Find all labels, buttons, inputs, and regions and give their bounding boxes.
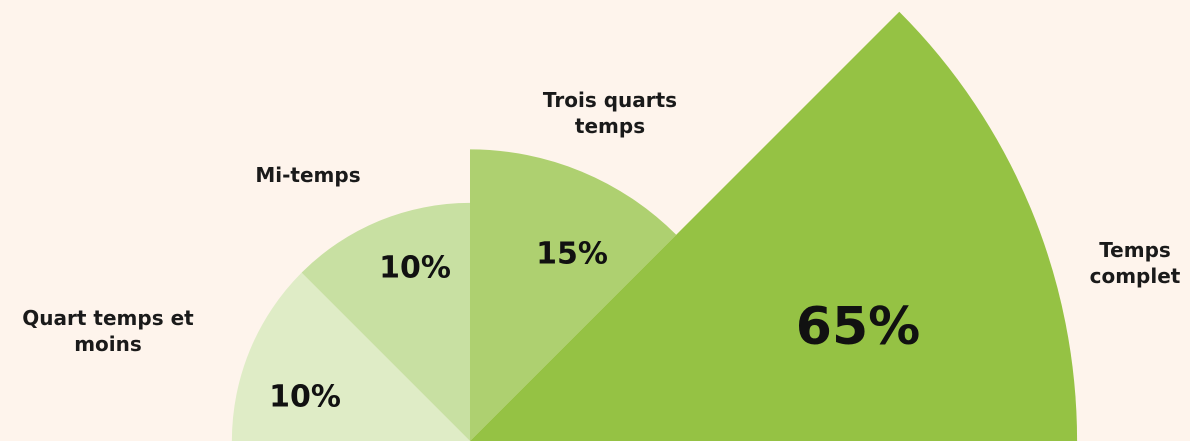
category-label: Quart temps et moins xyxy=(22,306,194,356)
wedge xyxy=(470,11,1078,441)
value-label: 15% xyxy=(536,236,608,272)
category-label: Mi-temps xyxy=(255,163,361,187)
wedge xyxy=(231,272,470,441)
category-label: Temps complet xyxy=(1089,238,1181,288)
wedge xyxy=(301,202,470,441)
wedge xyxy=(470,149,677,441)
value-label: 10% xyxy=(379,250,451,286)
category-label: Trois quarts temps xyxy=(542,88,678,138)
value-label: 10% xyxy=(269,379,341,415)
value-label: 65% xyxy=(795,297,921,357)
